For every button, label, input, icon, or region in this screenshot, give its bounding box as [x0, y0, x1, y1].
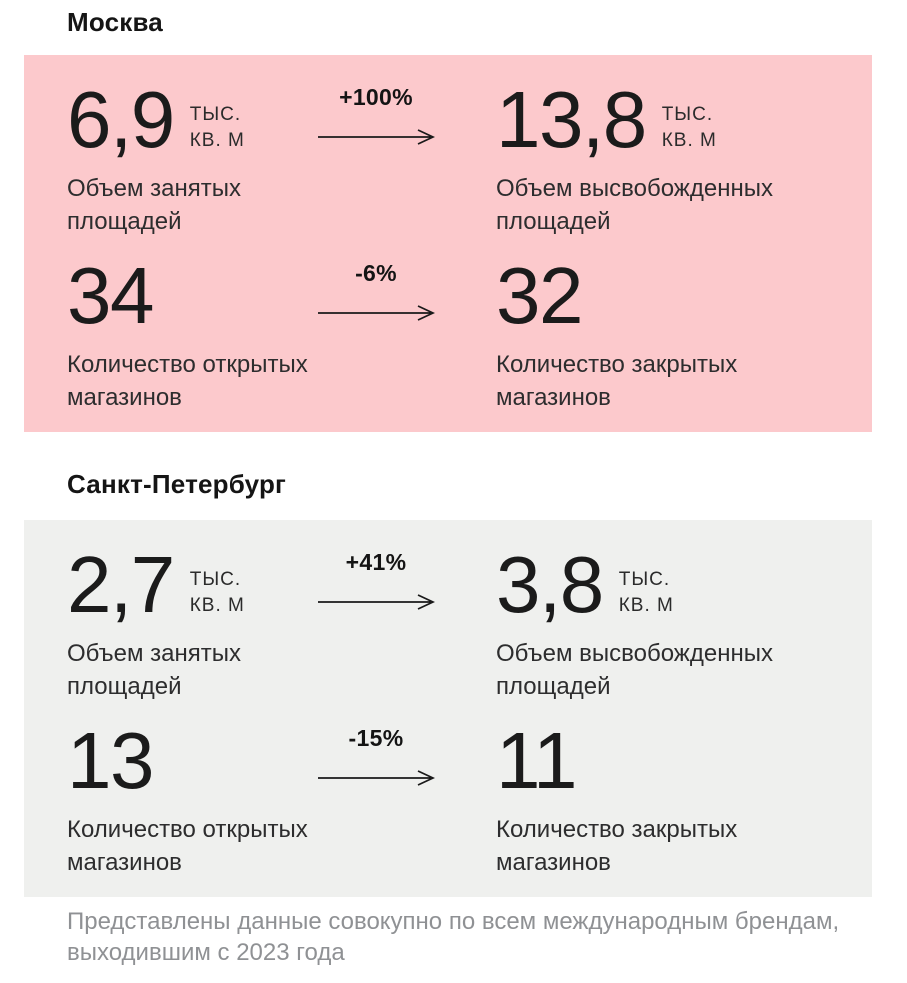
- stat-value: 13: [67, 716, 154, 805]
- stat-unit: ТЫС. КВ. М: [661, 104, 717, 151]
- stat-label: Количество открытых магазинов: [67, 351, 308, 411]
- stat-card-moscow: 6,9 ТЫС. КВ. М Объем занятых площадей +1…: [24, 55, 872, 432]
- change-percent: -6%: [355, 260, 397, 286]
- stat-occupied-area: 6,9 ТЫС. КВ. М Объем занятых площадей: [67, 80, 245, 238]
- arrow-right-icon: [318, 594, 435, 610]
- stat-closed-stores: 32 Количество закрытых магазинов: [496, 256, 737, 414]
- change-indicator: -6%: [317, 260, 435, 322]
- stat-value: 11: [496, 716, 578, 805]
- stat-value: 6,9: [67, 75, 175, 164]
- stat-label: Объем занятых площадей: [67, 640, 241, 700]
- stat-value: 34: [67, 251, 154, 340]
- section-title-moscow: Москва: [67, 7, 163, 37]
- stat-vacated-area: 3,8 ТЫС. КВ. М Объем высвобожденных площ…: [496, 545, 773, 703]
- stat-occupied-area: 2,7 ТЫС. КВ. М Объем занятых площадей: [67, 545, 245, 703]
- footnote: Представлены данные совокупно по всем ме…: [67, 908, 840, 966]
- stat-opened-stores: 34 Количество открытых магазинов: [67, 256, 308, 414]
- stat-unit: ТЫС. КВ. М: [189, 569, 245, 616]
- stat-label: Объем высвобожденных площадей: [496, 640, 773, 700]
- stat-unit: ТЫС. КВ. М: [189, 104, 245, 151]
- change-indicator: -15%: [317, 725, 435, 787]
- arrow-right-icon: [318, 305, 435, 321]
- stat-value: 32: [496, 251, 583, 340]
- stat-unit: ТЫС. КВ. М: [618, 569, 674, 616]
- change-indicator: +100%: [317, 84, 435, 146]
- stat-label: Количество закрытых магазинов: [496, 351, 738, 411]
- stat-label: Объем высвобожденных площадей: [496, 175, 773, 235]
- arrow-right-icon: [318, 770, 435, 786]
- stat-value: 13,8: [496, 75, 647, 164]
- stat-label: Объем занятых площадей: [67, 175, 241, 235]
- stat-opened-stores: 13 Количество открытых магазинов: [67, 721, 308, 879]
- stat-closed-stores: 11 Количество закрытых магазинов: [496, 721, 737, 879]
- arrow-right-icon: [318, 129, 435, 145]
- stat-value: 2,7: [67, 540, 175, 629]
- change-percent: -15%: [348, 725, 404, 751]
- change-percent: +100%: [339, 84, 413, 110]
- section-title-spb: Санкт-Петербург: [67, 469, 287, 499]
- stat-label: Количество закрытых магазинов: [496, 816, 738, 876]
- stat-label: Количество открытых магазинов: [67, 816, 308, 876]
- stat-value: 3,8: [496, 540, 604, 629]
- stat-vacated-area: 13,8 ТЫС. КВ. М Объем высвобожденных пло…: [496, 80, 773, 238]
- stat-card-spb: 2,7 ТЫС. КВ. М Объем занятых площадей +4…: [24, 520, 872, 897]
- change-percent: +41%: [345, 549, 407, 575]
- change-indicator: +41%: [317, 549, 435, 611]
